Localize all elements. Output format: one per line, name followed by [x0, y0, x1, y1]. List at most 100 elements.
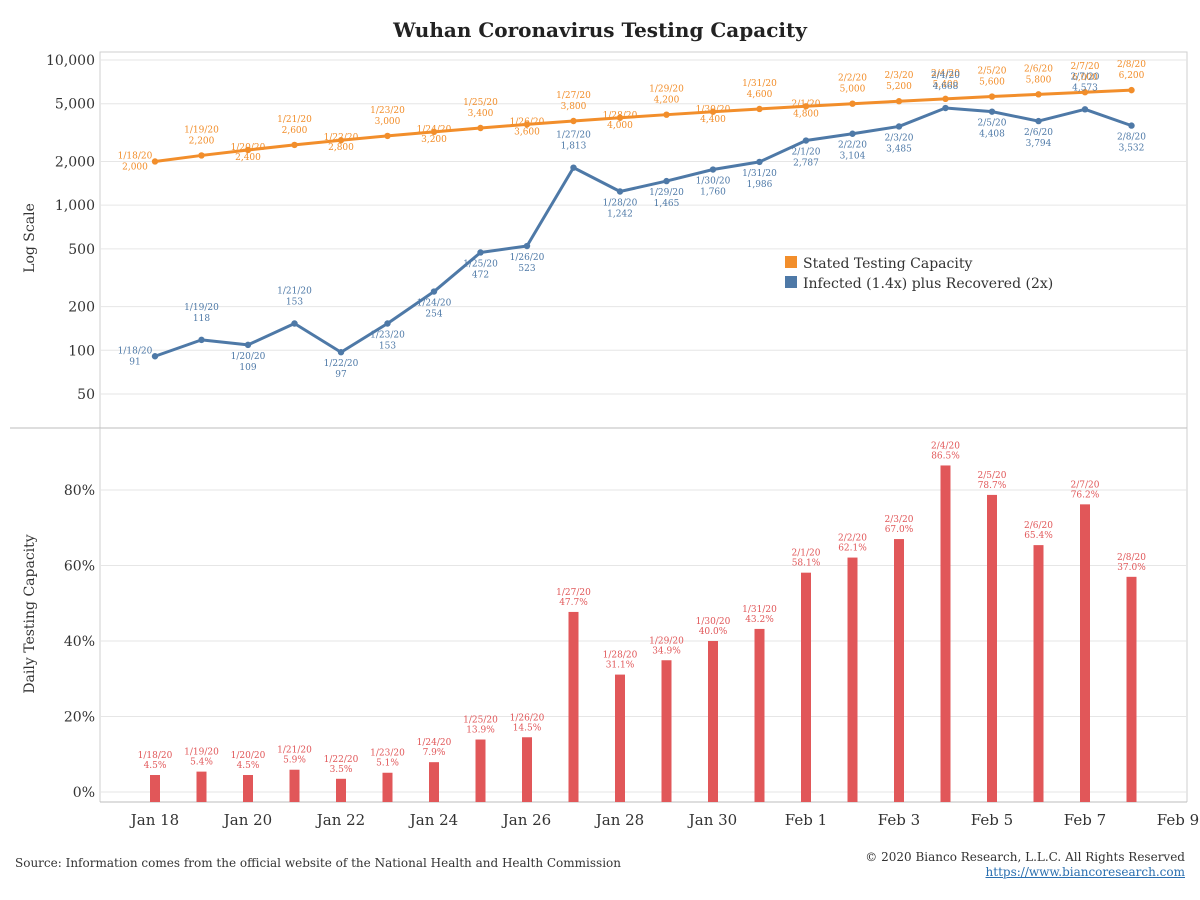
point-date-label-capacity: 2/3/20 [885, 71, 914, 81]
point-value-label-infected: 153 [379, 341, 396, 351]
data-point-capacity [570, 117, 577, 125]
data-point-infected [384, 320, 391, 327]
point-value-label-infected: 97 [335, 370, 347, 380]
point-date-label-capacity: 2/6/20 [1024, 64, 1053, 74]
data-point-capacity [384, 132, 391, 140]
line-series [151, 86, 1135, 360]
point-date-label-infected: 1/21/20 [277, 286, 312, 296]
legend-swatch-infected [785, 276, 797, 288]
source-note: Source: Information comes from the offic… [15, 856, 621, 870]
point-value-label-infected: 254 [425, 310, 442, 320]
point-date-label-capacity: 1/24/20 [417, 125, 452, 135]
x-tick-label: Jan 20 [222, 811, 272, 829]
point-date-label-capacity: 1/26/20 [510, 117, 545, 127]
point-date-label-infected: 1/30/20 [696, 177, 731, 187]
point-date-label-infected: 1/29/20 [649, 188, 684, 198]
point-date-label-infected: 1/20/20 [231, 352, 266, 362]
x-tick-label: Feb 5 [971, 811, 1013, 829]
bar-value-label: 40.0% [699, 627, 728, 637]
data-point-capacity [198, 152, 205, 159]
point-value-label-capacity: 6,200 [1119, 71, 1145, 81]
data-point-capacity [1035, 91, 1042, 98]
bar-value-label: 13.9% [466, 726, 495, 736]
bar-date-label: 1/21/20 [277, 746, 312, 756]
point-value-label-capacity: 5,400 [933, 80, 959, 90]
point-value-label-infected: 3,485 [886, 144, 912, 154]
bar-date-label: 1/27/20 [556, 588, 591, 598]
bar-date-label: 1/31/20 [742, 605, 777, 615]
point-date-label-capacity: 1/27/20 [556, 91, 591, 101]
bar-date-label: 2/6/20 [1024, 521, 1053, 531]
point-date-label-infected: 2/2/20 [838, 141, 867, 151]
point-date-label-capacity: 2/4/20 [931, 69, 960, 79]
point-date-label-capacity: 1/28/20 [603, 111, 638, 121]
point-date-label-capacity: 1/21/20 [277, 115, 312, 125]
bar [615, 674, 625, 802]
bar [196, 771, 207, 802]
point-value-label-infected: 523 [518, 264, 535, 274]
x-tick-label: Jan 24 [408, 811, 458, 829]
data-point-infected [663, 177, 670, 185]
bar [847, 557, 858, 802]
point-date-label-infected: 1/19/20 [184, 303, 219, 313]
point-value-label-capacity: 5,800 [1026, 75, 1052, 85]
data-point-capacity [942, 95, 949, 103]
point-value-label-infected: 1,986 [747, 180, 773, 190]
bar-date-label: 1/20/20 [231, 751, 266, 761]
point-value-label-capacity: 3,200 [421, 135, 447, 145]
point-date-label-infected: 2/5/20 [978, 119, 1007, 129]
bar-value-label: 43.2% [745, 615, 774, 625]
point-date-label-capacity: 1/20/20 [231, 143, 266, 153]
bar-value-label: 4.5% [237, 761, 260, 771]
point-value-label-capacity: 6,000 [1072, 73, 1098, 83]
bar-date-label: 2/8/20 [1117, 553, 1146, 563]
bar-value-label: 62.1% [838, 544, 867, 554]
top-gridlines [100, 59, 1187, 395]
point-value-label-capacity: 4,000 [607, 121, 633, 131]
point-value-label-infected: 1,242 [607, 209, 633, 219]
point-date-label-capacity: 2/7/20 [1071, 62, 1100, 72]
point-date-label-infected: 2/8/20 [1117, 133, 1146, 143]
point-value-label-capacity: 4,600 [747, 90, 773, 100]
bottom-y-tick-label: 20% [64, 710, 95, 726]
point-date-label-infected: 1/23/20 [370, 330, 405, 340]
bottom-y-tick-label: 40% [64, 634, 95, 650]
bar-value-label: 65.4% [1024, 531, 1053, 541]
data-point-infected [849, 130, 856, 137]
bottom-y-tick-label: 0% [73, 785, 95, 801]
point-value-label-infected: 4,668 [933, 82, 959, 92]
bottom-y-axis-ticks: 0% 20% 40% 60% 80% [64, 483, 95, 801]
point-value-label-infected: 3,794 [1026, 139, 1052, 149]
top-y-tick-label: 2,000 [55, 154, 95, 170]
point-date-label-infected: 2/3/20 [885, 133, 914, 143]
data-point-capacity [337, 137, 345, 144]
x-tick-label: Feb 1 [785, 811, 827, 829]
data-point-capacity [849, 100, 856, 107]
point-date-label-capacity: 1/18/20 [118, 151, 153, 161]
point-value-label-capacity: 5,000 [840, 85, 866, 95]
bar-value-label: 37.0% [1117, 563, 1146, 573]
point-value-label-capacity: 2,000 [122, 162, 148, 172]
point-date-label-infected: 2/4/20 [931, 71, 960, 81]
bar [940, 465, 951, 802]
data-point-infected [942, 104, 949, 112]
point-date-label-capacity: 1/31/20 [742, 79, 777, 89]
point-value-label-capacity: 5,200 [886, 82, 912, 92]
data-point-infected [802, 137, 810, 144]
point-value-label-infected: 153 [286, 297, 303, 307]
point-date-label-infected: 1/28/20 [603, 198, 638, 208]
data-point-infected [1035, 117, 1042, 125]
website-link[interactable]: https://www.biancoresearch.com [985, 865, 1185, 879]
data-point-infected [1081, 106, 1089, 113]
point-value-label-infected: 1,465 [654, 199, 680, 209]
bottom-y-tick-label: 60% [64, 559, 95, 575]
x-axis-ticks: Jan 18 Jan 20 Jan 22 Jan 24 Jan 26 Jan 28 Jan … [129, 811, 1199, 829]
chart-title: Wuhan Coronavirus Testing Capacity [392, 18, 808, 42]
data-point-capacity [151, 158, 159, 165]
point-value-label-infected: 109 [239, 363, 256, 373]
bar-value-label: 67.0% [885, 525, 914, 535]
x-tick-label: Jan 30 [687, 811, 737, 829]
data-point-capacity [802, 103, 810, 110]
data-point-infected [1128, 122, 1135, 129]
